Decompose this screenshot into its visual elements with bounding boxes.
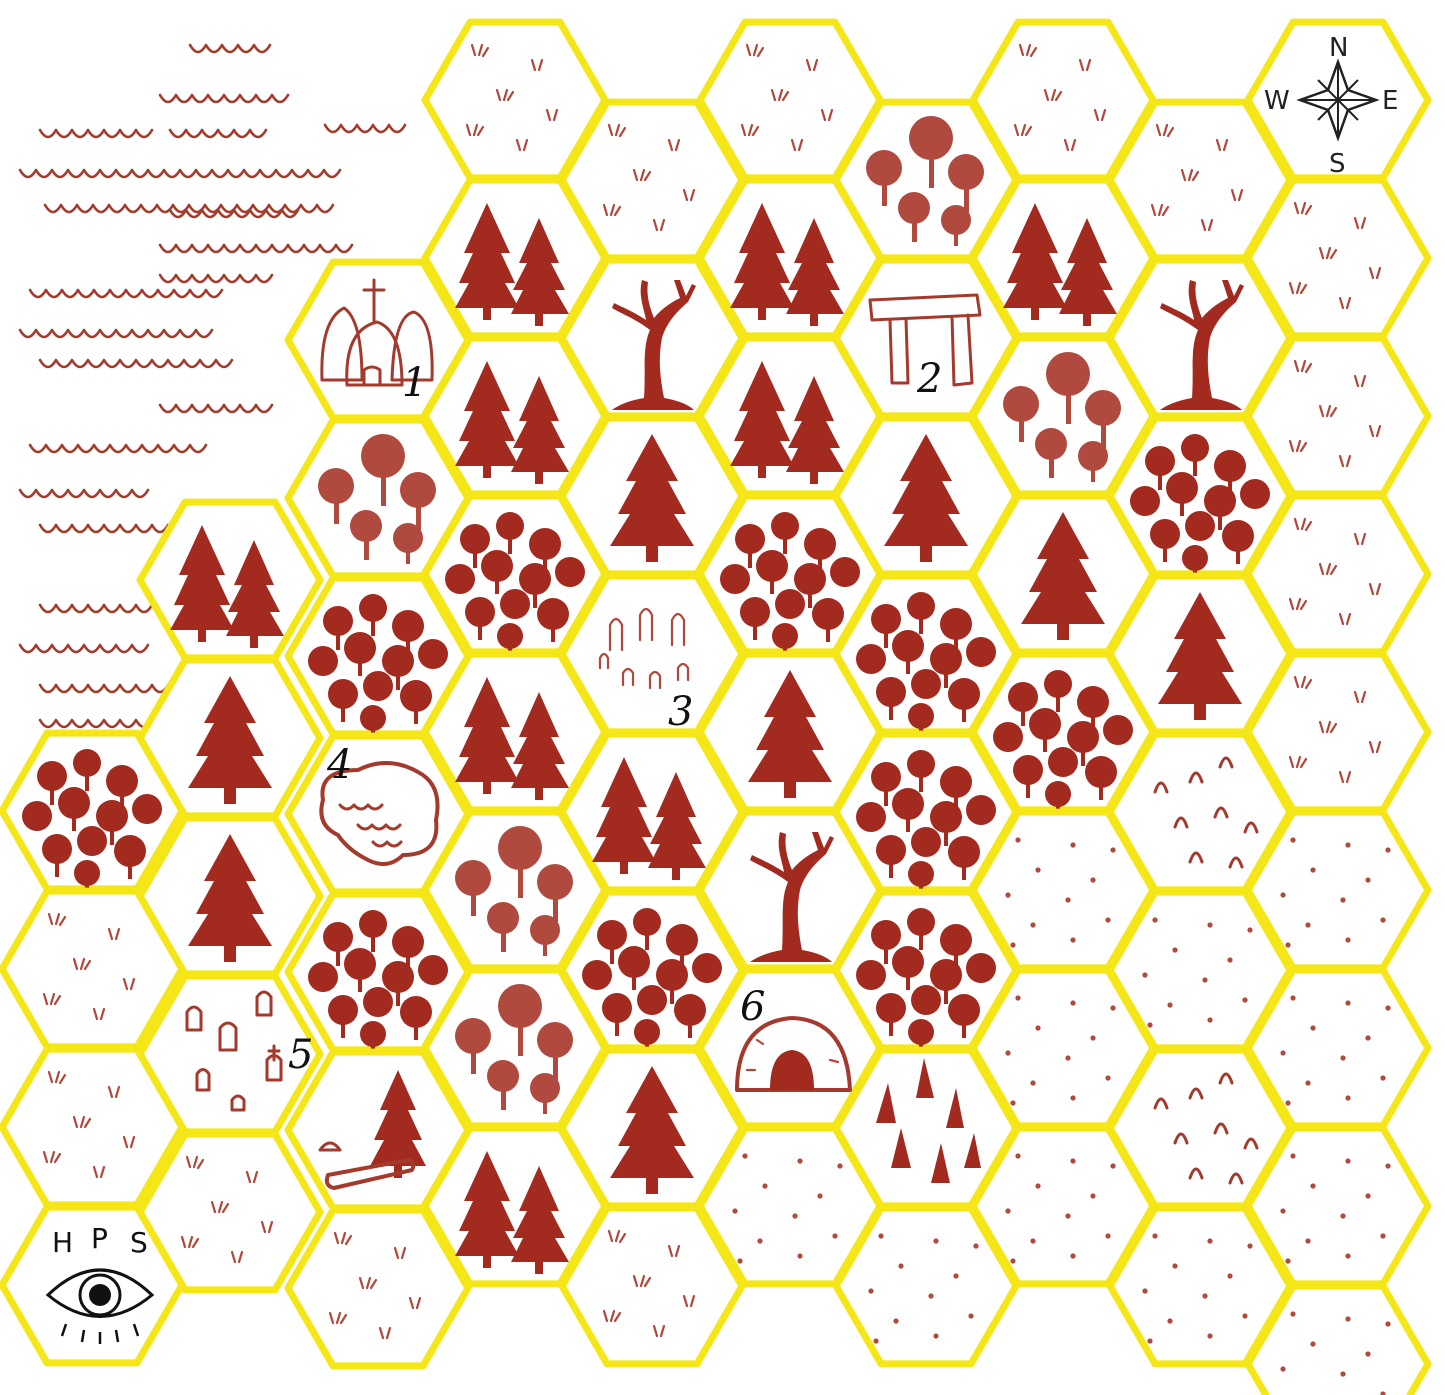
compass-south: S — [1329, 149, 1346, 179]
hps-logo: H P S — [45, 1222, 155, 1344]
wave-line — [18, 488, 150, 499]
location-number-4: 4 — [326, 742, 352, 788]
logo-letter-s: S — [130, 1226, 148, 1259]
logo-letter-h: H — [52, 1226, 73, 1259]
compass-east: E — [1382, 86, 1398, 116]
location-number-3: 3 — [668, 689, 693, 735]
village-huts-icon — [320, 278, 434, 387]
wave-line — [38, 128, 154, 139]
compass-west: W — [1264, 86, 1290, 116]
location-number-6: 6 — [740, 984, 765, 1030]
hex-tile — [136, 1130, 324, 1294]
location-number-2: 2 — [916, 356, 942, 402]
compass-north: N — [1329, 33, 1348, 63]
sea-waves — [18, 43, 407, 729]
location-number-5: 5 — [288, 1032, 313, 1078]
cave-icon — [735, 1016, 852, 1092]
compass-rose: N E S W — [1264, 33, 1398, 179]
eye-icon — [45, 1268, 155, 1344]
wave-line — [18, 168, 342, 179]
hex-grid — [0, 18, 1432, 1395]
wave-line — [158, 93, 290, 104]
wave-line — [158, 403, 274, 414]
wave-line — [38, 683, 170, 694]
hex-tile — [558, 1204, 746, 1368]
wave-line — [188, 43, 272, 54]
gravestones-icon — [185, 990, 283, 1112]
wave-line — [18, 643, 150, 654]
hex-tile — [284, 1206, 472, 1370]
wave-line — [38, 358, 234, 369]
dolmen-icon — [868, 293, 982, 387]
hex-tile — [0, 1203, 186, 1367]
wave-line — [158, 273, 274, 284]
logo-letter-p: P — [91, 1222, 108, 1255]
felled-log-icon — [318, 1070, 426, 1190]
standing-stones-icon — [598, 607, 690, 690]
wave-line — [158, 243, 354, 254]
pond-icon — [319, 760, 440, 866]
location-number-1: 1 — [402, 360, 427, 406]
wave-line — [323, 123, 407, 134]
wave-line — [38, 523, 170, 534]
wave-line — [168, 128, 268, 139]
wave-line — [28, 288, 224, 299]
wave-line — [18, 328, 214, 339]
wave-line — [38, 603, 170, 614]
wave-line — [168, 208, 300, 219]
wave-line — [43, 203, 335, 214]
wave-line — [28, 443, 208, 454]
